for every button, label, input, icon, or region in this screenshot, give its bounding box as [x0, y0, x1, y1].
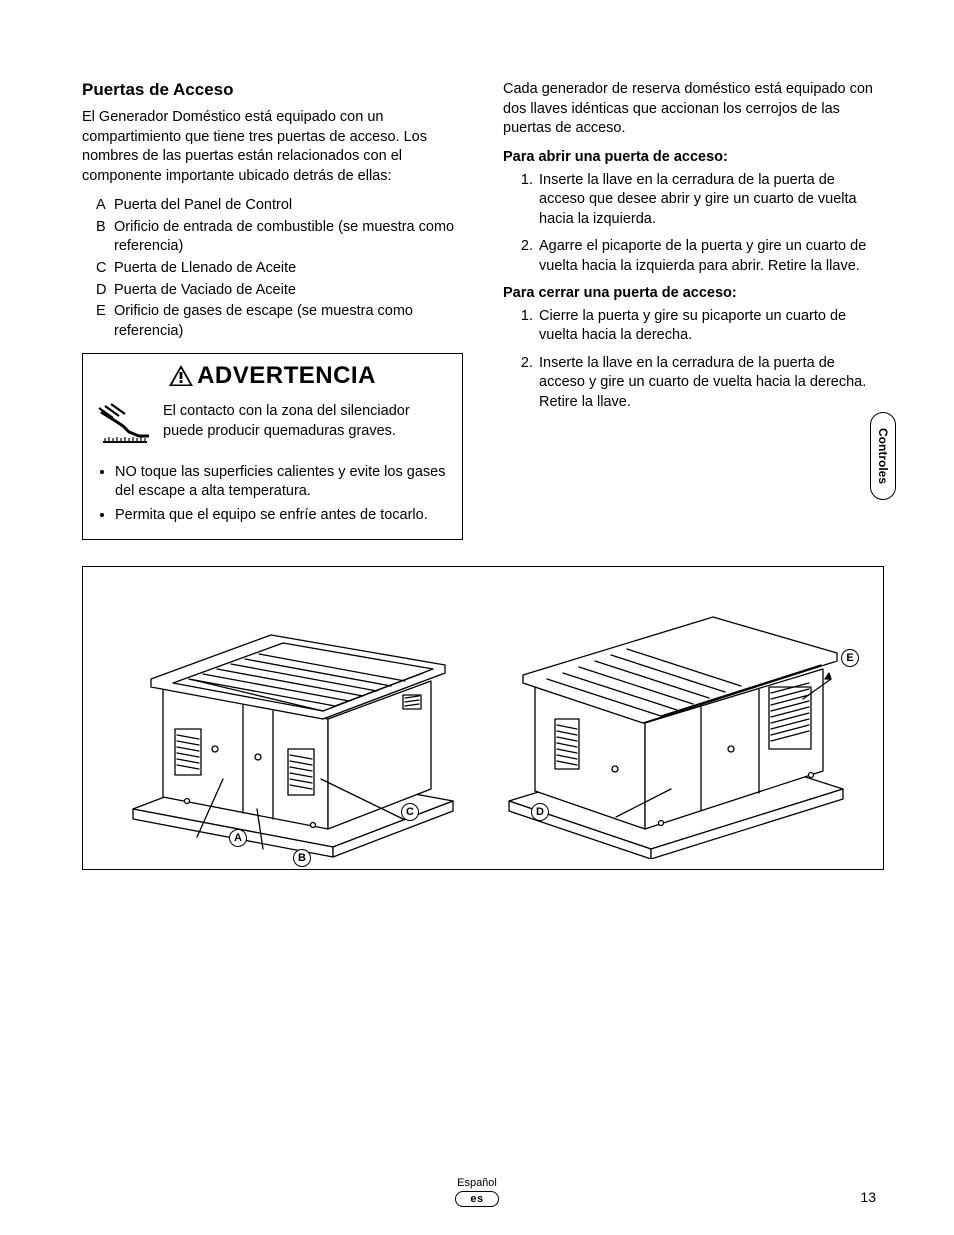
footer-language-code: es	[455, 1191, 498, 1207]
list-item-text: Puerta de Vaciado de Aceite	[114, 281, 463, 301]
list-item-text: Puerta de Llenado de Aceite	[114, 259, 463, 279]
list-item-letter: B	[96, 218, 114, 257]
warning-title: ADVERTENCIA	[83, 354, 462, 396]
list-item: APuerta del Panel de Control	[96, 196, 463, 216]
right-intro: Cada generador de reserva doméstico está…	[503, 80, 884, 139]
warning-box: ADVERTENCIA El con	[82, 353, 463, 540]
page-number: 13	[860, 1189, 876, 1205]
list-item: EOrificio de gases de escape (se muestra…	[96, 302, 463, 341]
section-heading: Puertas de Acceso	[82, 80, 463, 100]
list-item: BOrificio de entrada de combustible (se …	[96, 218, 463, 257]
open-steps: Inserte la llave en la cerradura de la p…	[537, 171, 884, 277]
generator-diagram: A B C D E	[82, 566, 884, 870]
section-tab-label: Controles	[876, 428, 890, 484]
warning-bullet: NO toque las superficies calientes y evi…	[115, 463, 448, 502]
step-item: Agarre el picaporte de la puerta y gire …	[537, 237, 884, 276]
list-item-letter: A	[96, 196, 114, 216]
list-item-text: Orificio de gases de escape (se muestra …	[114, 302, 463, 341]
close-steps: Cierre la puerta y gire su picaporte un …	[537, 307, 884, 413]
list-item-letter: C	[96, 259, 114, 279]
section-tab: Controles	[870, 412, 896, 500]
door-list: APuerta del Panel de Control BOrificio d…	[96, 196, 463, 341]
list-item-letter: E	[96, 302, 114, 341]
intro-paragraph: El Generador Doméstico está equipado con…	[82, 108, 463, 186]
list-item-letter: D	[96, 281, 114, 301]
close-heading: Para cerrar una puerta de acceso:	[503, 285, 884, 301]
hot-surface-icon	[97, 402, 153, 453]
page-footer: Español es	[0, 1177, 954, 1207]
open-heading: Para abrir una puerta de acceso:	[503, 149, 884, 165]
callout-b: B	[293, 849, 311, 867]
list-item-text: Orificio de entrada de combustible (se m…	[114, 218, 463, 257]
list-item: DPuerta de Vaciado de Aceite	[96, 281, 463, 301]
footer-language-name: Español	[0, 1177, 954, 1189]
step-item: Inserte la llave en la cerradura de la p…	[537, 171, 884, 230]
generator-left-illustration	[123, 579, 473, 859]
warning-bullet: Permita que el equipo se enfríe antes de…	[115, 506, 448, 526]
step-item: Cierre la puerta y gire su picaporte un …	[537, 307, 884, 346]
warning-triangle-icon	[169, 365, 193, 386]
list-item-text: Puerta del Panel de Control	[114, 196, 463, 216]
step-item: Inserte la llave en la cerradura de la p…	[537, 354, 884, 413]
list-item: CPuerta de Llenado de Aceite	[96, 259, 463, 279]
warning-lead: El contacto con la zona del silenciador …	[163, 402, 448, 441]
